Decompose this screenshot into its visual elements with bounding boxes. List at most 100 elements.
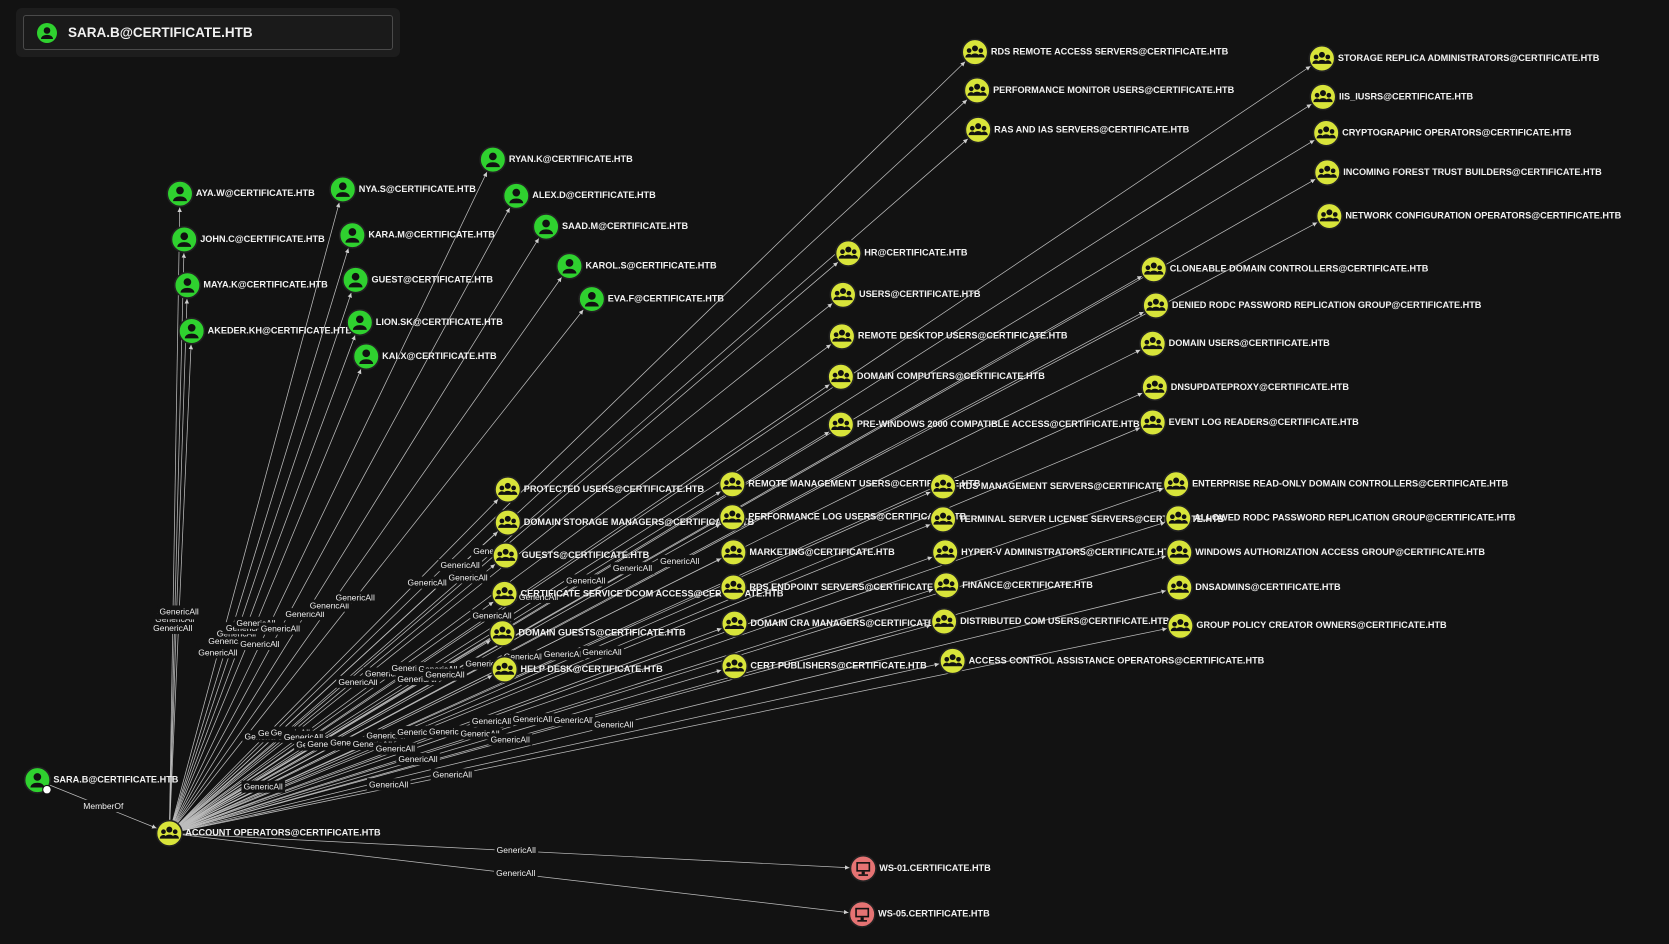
node[interactable]: DOMAIN GUESTS@CERTIFICATE.HTB: [488, 619, 686, 647]
node[interactable]: WS-05.CERTIFICATE.HTB: [848, 900, 990, 928]
node[interactable]: DISTRIBUTED COM USERS@CERTIFICATE.HTB: [930, 607, 1170, 636]
edge-label: GenericAll: [397, 674, 436, 684]
node[interactable]: DNSADMINS@CERTIFICATE.HTB: [1165, 573, 1341, 602]
node[interactable]: KAI.X@CERTIFICATE.HTB: [352, 342, 497, 371]
node-label: ENTERPRISE READ-ONLY DOMAIN CONTROLLERS@…: [1192, 479, 1508, 489]
node[interactable]: STORAGE REPLICA ADMINISTRATORS@CERTIFICA…: [1308, 44, 1600, 73]
node-circle: [494, 508, 522, 537]
node-label: ALLOWED RODC PASSWORD REPLICATION GROUP@…: [1194, 513, 1516, 523]
node[interactable]: DOMAIN USERS@CERTIFICATE.HTB: [1139, 330, 1330, 358]
node[interactable]: WINDOWS AUTHORIZATION ACCESS GROUP@CERTI…: [1165, 538, 1486, 566]
node[interactable]: SAAD.M@CERTIFICATE.HTB: [532, 213, 688, 241]
node[interactable]: SARA.B@CERTIFICATE.HTB: [23, 766, 179, 795]
node[interactable]: AKEDER.KH@CERTIFICATE.HTB: [178, 317, 352, 345]
node[interactable]: PROTECTED USERS@CERTIFICATE.HTB: [494, 475, 705, 504]
node[interactable]: MARKETING@CERTIFICATE.HTB: [719, 538, 895, 566]
node-label: PROTECTED USERS@CERTIFICATE.HTB: [524, 484, 705, 494]
node[interactable]: GUEST@CERTIFICATE.HTB: [342, 266, 494, 294]
node-label: RYAN.K@CERTIFICATE.HTB: [509, 154, 633, 164]
node[interactable]: WS-01.CERTIFICATE.HTB: [849, 854, 991, 883]
node[interactable]: KARA.M@CERTIFICATE.HTB: [338, 221, 496, 249]
node[interactable]: RYAN.K@CERTIFICATE.HTB: [479, 146, 633, 174]
node[interactable]: AYA.W@CERTIFICATE.HTB: [166, 180, 315, 208]
node[interactable]: CRYPTOGRAPHIC OPERATORS@CERTIFICATE.HTB: [1312, 119, 1572, 147]
node-circle: [930, 607, 958, 636]
edge: [180, 275, 1142, 828]
node-circle: [1315, 202, 1343, 230]
node[interactable]: DOMAIN CRA MANAGERS@CERTIFICATE.HTB: [720, 610, 956, 638]
node-circle: [492, 541, 520, 570]
edge: [173, 369, 362, 822]
node[interactable]: INCOMING FOREST TRUST BUILDERS@CERTIFICA…: [1313, 158, 1602, 186]
node[interactable]: CERT PUBLISHERS@CERTIFICATE.HTB: [720, 652, 927, 680]
edge-label: GenericAll: [244, 782, 283, 792]
edge-label-bg: [366, 778, 411, 791]
node[interactable]: PERFORMANCE LOG USERS@CERTIFICATE.HTB: [718, 503, 967, 531]
node[interactable]: CERTIFICATE SERVICE DCOM ACCESS@CERTIFIC…: [491, 580, 784, 608]
node-circle: [1166, 612, 1194, 640]
node[interactable]: DOMAIN STORAGE MANAGERS@CERTIFICATE.HTB: [494, 508, 755, 537]
edge-label: GenericAll: [198, 647, 237, 657]
edge-label: GenericAll: [261, 624, 300, 634]
node-label: INCOMING FOREST TRUST BUILDERS@CERTIFICA…: [1343, 167, 1602, 177]
node[interactable]: RAS AND IAS SERVERS@CERTIFICATE.HTB: [964, 116, 1190, 144]
edge-label: GenericAll: [594, 719, 633, 729]
node-label: KAI.X@CERTIFICATE.HTB: [382, 351, 497, 361]
edge-label-bg: [446, 571, 490, 584]
edge-label: GenericAll: [153, 623, 192, 633]
node[interactable]: ALEX.D@CERTIFICATE.HTB: [502, 182, 657, 210]
node-label: RDS REMOTE ACCESS SERVERS@CERTIFICATE.HT…: [991, 47, 1229, 57]
edge-label: GenericAll: [310, 601, 349, 611]
node[interactable]: GUESTS@CERTIFICATE.HTB: [492, 541, 650, 570]
node[interactable]: DNSUPDATEPROXY@CERTIFICATE.HTB: [1141, 373, 1349, 401]
node[interactable]: NETWORK CONFIGURATION OPERATORS@CERTIFIC…: [1315, 202, 1622, 230]
node[interactable]: ALLOWED RODC PASSWORD REPLICATION GROUP@…: [1164, 504, 1516, 532]
node[interactable]: ENTERPRISE READ-ONLY DOMAIN CONTROLLERS@…: [1162, 470, 1508, 498]
node[interactable]: RDS ENDPOINT SERVERS@CERTIFICATE.HTB: [719, 573, 955, 602]
node[interactable]: LION.SK@CERTIFICATE.HTB: [346, 308, 503, 337]
node-circle: [931, 538, 959, 566]
node-circle: [718, 470, 746, 498]
edge-label: GenericAll: [566, 575, 605, 585]
node-label: ACCOUNT OPERATORS@CERTIFICATE.HTB: [185, 828, 381, 838]
node[interactable]: ACCOUNT OPERATORS@CERTIFICATE.HTB: [155, 819, 381, 847]
edge-label: GenericAll: [441, 560, 480, 570]
node[interactable]: EVA.F@CERTIFICATE.HTB: [578, 285, 724, 313]
node[interactable]: MAYA.K@CERTIFICATE.HTB: [173, 271, 328, 299]
node-label: DOMAIN CRA MANAGERS@CERTIFICATE.HTB: [750, 618, 955, 628]
node[interactable]: JOHN.C@CERTIFICATE.HTB: [170, 225, 325, 254]
edge: [181, 589, 1166, 831]
node[interactable]: EVENT LOG READERS@CERTIFICATE.HTB: [1139, 408, 1359, 437]
node-circle: [488, 619, 517, 647]
edge: [180, 427, 1141, 829]
node[interactable]: HELP DESK@CERTIFICATE.HTB: [491, 655, 663, 683]
node[interactable]: DENIED RODC PASSWORD REPLICATION GROUP@C…: [1142, 291, 1482, 320]
node[interactable]: FINANCE@CERTIFICATE.HTB: [932, 571, 1093, 599]
node[interactable]: RDS MANAGEMENT SERVERS@CERTIFICATE.HTB: [929, 472, 1184, 500]
edge-label: GenericAll: [285, 609, 324, 619]
edge: [181, 521, 1166, 830]
node[interactable]: NYA.S@CERTIFICATE.HTB: [329, 175, 476, 204]
node[interactable]: KAROL.S@CERTIFICATE.HTB: [555, 252, 717, 280]
node[interactable]: PERFORMANCE MONITOR USERS@CERTIFICATE.HT…: [963, 76, 1235, 105]
node-label: RDS ENDPOINT SERVERS@CERTIFICATE.HTB: [749, 582, 955, 592]
node[interactable]: HYPER-V ADMINISTRATORS@CERTIFICATE.HTB: [931, 538, 1176, 566]
node[interactable]: HR@CERTIFICATE.HTB: [834, 239, 968, 267]
node[interactable]: IIS_IUSRS@CERTIFICATE.HTB: [1309, 83, 1474, 111]
node[interactable]: REMOTE MANAGEMENT USERS@CERTIFICATE.HTB: [718, 470, 981, 498]
node-label: REMOTE DESKTOP USERS@CERTIFICATE.HTB: [858, 331, 1068, 341]
edge-label-bg: [541, 648, 586, 661]
node[interactable]: USERS@CERTIFICATE.HTB: [829, 281, 981, 309]
node[interactable]: TERMINAL SERVER LICENSE SERVERS@CERTIFIC…: [929, 505, 1225, 533]
search-box[interactable]: SARA.B@CERTIFICATE.HTB: [23, 15, 393, 50]
node-label: DNSADMINS@CERTIFICATE.HTB: [1195, 582, 1341, 592]
node[interactable]: CLONEABLE DOMAIN CONTROLLERS@CERTIFICATE…: [1140, 255, 1429, 283]
node[interactable]: REMOTE DESKTOP USERS@CERTIFICATE.HTB: [828, 322, 1068, 350]
node[interactable]: ACCESS CONTROL ASSISTANCE OPERATORS@CERT…: [939, 647, 1265, 675]
node-label: SAAD.M@CERTIFICATE.HTB: [562, 221, 688, 231]
node[interactable]: DOMAIN COMPUTERS@CERTIFICATE.HTB: [827, 363, 1045, 391]
node[interactable]: PRE-WINDOWS 2000 COMPATIBLE ACCESS@CERTI…: [827, 411, 1140, 439]
node[interactable]: GROUP POLICY CREATOR OWNERS@CERTIFICATE.…: [1166, 612, 1447, 640]
node[interactable]: RDS REMOTE ACCESS SERVERS@CERTIFICATE.HT…: [961, 38, 1229, 66]
